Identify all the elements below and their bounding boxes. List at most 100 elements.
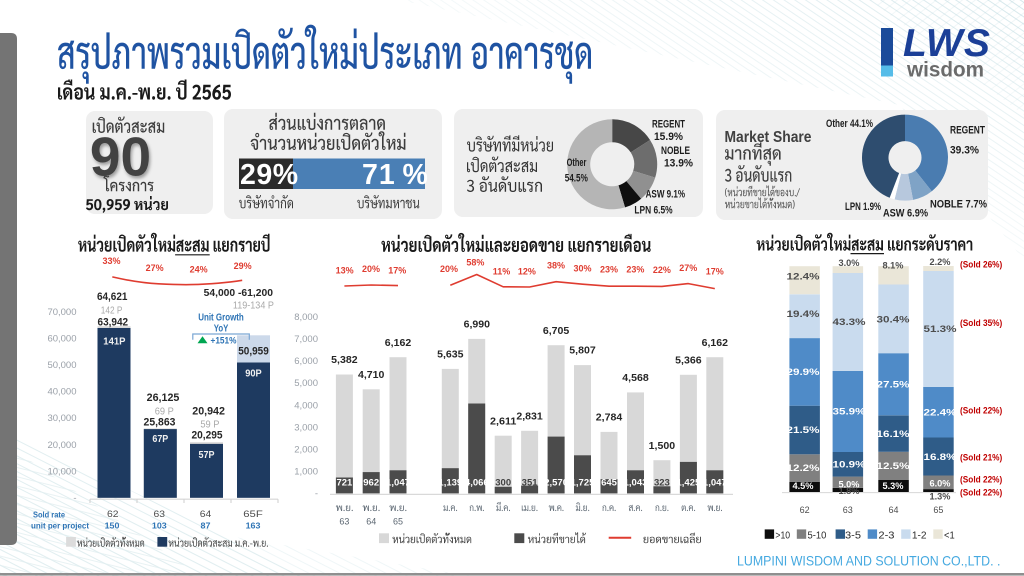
svg-text:5,635: 5,635 xyxy=(437,350,464,361)
svg-text:962: 962 xyxy=(363,478,379,489)
svg-text:1,043: 1,043 xyxy=(624,478,648,489)
svg-text:4,710: 4,710 xyxy=(358,370,385,381)
svg-text:119-134 P: 119-134 P xyxy=(233,300,274,311)
svg-text:323: 323 xyxy=(654,478,670,489)
svg-text:12%: 12% xyxy=(518,267,536,277)
svg-text:141P: 141P xyxy=(103,335,125,347)
svg-text:LUMPINI WISDOM AND SOLUTION CO: LUMPINI WISDOM AND SOLUTION CO.,LTD. . xyxy=(737,553,1000,568)
svg-text:6,705: 6,705 xyxy=(543,326,570,337)
svg-text:30,000: 30,000 xyxy=(47,413,76,424)
svg-text:29%: 29% xyxy=(240,159,299,191)
svg-text:63,942: 63,942 xyxy=(98,316,129,328)
svg-text:<1: <1 xyxy=(944,531,955,542)
svg-text:20,942: 20,942 xyxy=(192,406,225,418)
svg-text:17%: 17% xyxy=(706,267,724,277)
svg-text:27%: 27% xyxy=(146,263,164,273)
svg-text:50,959: 50,959 xyxy=(238,345,269,357)
svg-text:22.4%: 22.4% xyxy=(924,408,957,418)
svg-text:LWS: LWS xyxy=(903,22,991,65)
svg-text:62: 62 xyxy=(800,505,810,515)
svg-text:16.1%: 16.1% xyxy=(877,429,910,439)
svg-text:(Sold 35%): (Sold 35%) xyxy=(960,318,1002,329)
svg-text:40,000: 40,000 xyxy=(47,387,76,398)
svg-text:2,831: 2,831 xyxy=(516,411,543,422)
svg-text:Other: Other xyxy=(567,157,587,169)
svg-text:21.5%: 21.5% xyxy=(787,425,820,435)
svg-text:LPN 6.5%: LPN 6.5% xyxy=(634,204,673,216)
svg-text:645: 645 xyxy=(601,478,618,489)
svg-text:+151%: +151% xyxy=(211,336,237,347)
svg-text:22%: 22% xyxy=(653,265,671,275)
svg-text:33%: 33% xyxy=(102,256,120,266)
svg-text:30.4%: 30.4% xyxy=(877,314,910,324)
svg-text:1.8%: 1.8% xyxy=(839,486,860,496)
svg-text:1.3%: 1.3% xyxy=(930,492,951,502)
svg-text:90P: 90P xyxy=(245,368,262,380)
svg-text:6,162: 6,162 xyxy=(702,338,729,349)
svg-text:64: 64 xyxy=(366,516,376,526)
svg-text:wisdom: wisdom xyxy=(906,59,984,82)
svg-text:29%: 29% xyxy=(234,261,252,271)
svg-text:(Sold 26%): (Sold 26%) xyxy=(960,260,1002,271)
svg-text:ASW 6.9%: ASW 6.9% xyxy=(883,208,928,220)
svg-text:%: % xyxy=(403,159,428,191)
svg-text:38%: 38% xyxy=(547,261,565,271)
svg-text:300: 300 xyxy=(495,478,511,489)
svg-text:Other 44.1%: Other 44.1% xyxy=(826,118,873,130)
svg-text:6.0%: 6.0% xyxy=(930,479,951,489)
svg-text:64,621: 64,621 xyxy=(97,291,128,303)
svg-text:351: 351 xyxy=(522,478,539,489)
svg-text:6,990: 6,990 xyxy=(464,320,491,331)
svg-text:54,000 -61,200: 54,000 -61,200 xyxy=(204,288,274,299)
svg-text:2,570: 2,570 xyxy=(544,478,568,489)
svg-text:43.3%: 43.3% xyxy=(833,317,866,327)
svg-text:1,500: 1,500 xyxy=(649,441,676,452)
svg-text:20,000: 20,000 xyxy=(47,440,76,451)
svg-text:REGENT: REGENT xyxy=(950,125,985,137)
svg-text:65F: 65F xyxy=(243,509,263,519)
svg-text:25,863: 25,863 xyxy=(144,417,176,429)
svg-text:54.5%: 54.5% xyxy=(565,173,588,185)
svg-text:57P: 57P xyxy=(199,449,215,461)
svg-text:4,568: 4,568 xyxy=(622,373,649,384)
svg-text:58%: 58% xyxy=(466,258,484,268)
svg-text:-: - xyxy=(73,493,76,504)
svg-text:39.3%: 39.3% xyxy=(950,144,979,156)
svg-text:26,125: 26,125 xyxy=(147,392,180,404)
svg-text:5,807: 5,807 xyxy=(569,346,596,357)
svg-text:60,000: 60,000 xyxy=(47,333,76,344)
svg-text:12.2%: 12.2% xyxy=(787,463,820,473)
svg-text:62: 62 xyxy=(107,509,119,519)
svg-text:2,000: 2,000 xyxy=(294,445,318,456)
svg-text:2-3: 2-3 xyxy=(878,531,895,542)
svg-text:16.8%: 16.8% xyxy=(924,452,957,462)
svg-text:24%: 24% xyxy=(190,265,208,275)
svg-text:-: - xyxy=(315,489,318,500)
svg-text:NOBLE 7.7%: NOBLE 7.7% xyxy=(930,199,987,211)
svg-text:6,000: 6,000 xyxy=(294,356,318,367)
svg-text:3.0%: 3.0% xyxy=(839,258,860,268)
svg-text:29.9%: 29.9% xyxy=(787,367,820,377)
svg-text:12.5%: 12.5% xyxy=(877,461,910,471)
svg-text:5.3%: 5.3% xyxy=(883,481,904,491)
svg-text:103: 103 xyxy=(152,521,167,530)
svg-text:50,000: 50,000 xyxy=(47,360,76,371)
svg-text:NOBLE: NOBLE xyxy=(661,145,690,157)
svg-text:6,162: 6,162 xyxy=(385,338,412,349)
svg-text:unit per project: unit per project xyxy=(31,521,89,530)
svg-text:(Sold 22%): (Sold 22%) xyxy=(960,475,1002,486)
svg-text:142 P: 142 P xyxy=(101,305,123,316)
svg-text:LPN 1.9%: LPN 1.9% xyxy=(845,201,881,213)
svg-text:12.4%: 12.4% xyxy=(787,272,820,282)
svg-text:7,000: 7,000 xyxy=(294,334,318,345)
svg-text:10,000: 10,000 xyxy=(47,466,76,477)
svg-text:35.9%: 35.9% xyxy=(833,407,866,417)
svg-text:23%: 23% xyxy=(600,265,618,275)
svg-text:15.9%: 15.9% xyxy=(654,131,683,143)
svg-text:17%: 17% xyxy=(388,265,406,275)
svg-text:(Sold 21%): (Sold 21%) xyxy=(960,453,1002,464)
svg-text:721: 721 xyxy=(336,478,353,489)
svg-text:20%: 20% xyxy=(362,264,380,274)
svg-text:4,000: 4,000 xyxy=(294,400,318,411)
svg-text:REGENT: REGENT xyxy=(652,119,685,131)
